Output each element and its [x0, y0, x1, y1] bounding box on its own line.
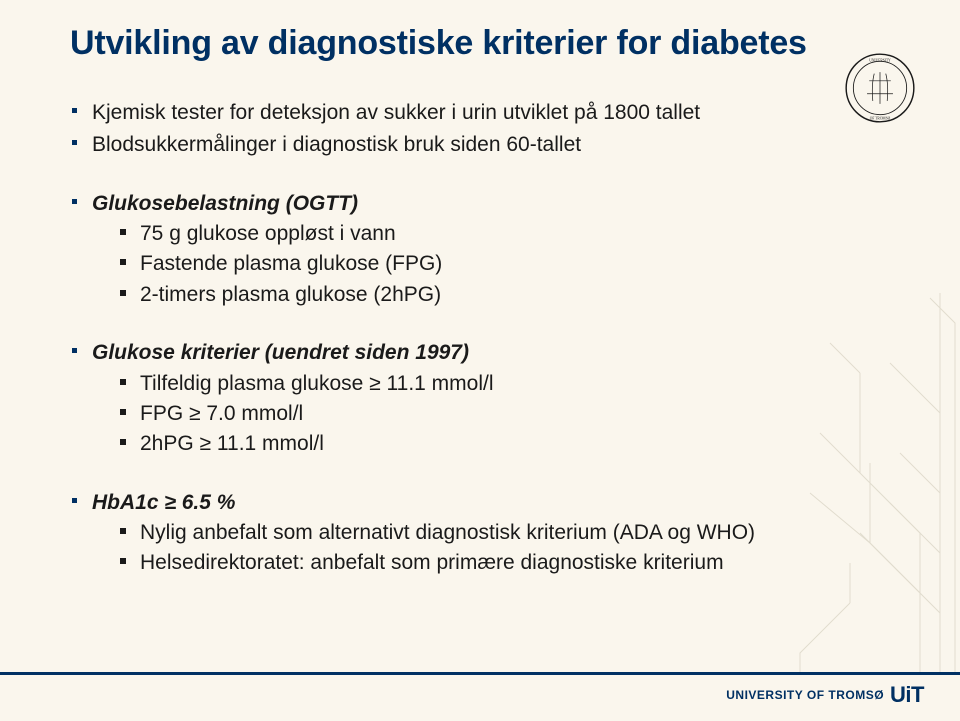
sub-text: Nylig anbefalt som alternativt diagnosti…	[140, 521, 755, 544]
list-item: Kjemisk tester for deteksjon av sukker i…	[70, 99, 890, 127]
list-item: Blodsukkermålinger i diagnostisk bruk si…	[70, 131, 890, 159]
sub-item: FPG ≥ 7.0 mmol/l	[118, 400, 890, 428]
sub-item: Helsedirektoratet: anbefalt som primære …	[118, 549, 890, 577]
sub-list: 75 g glukose oppløst i vann Fastende pla…	[92, 220, 890, 309]
spacer	[70, 313, 890, 335]
sub-item: 2-timers plasma glukose (2hPG)	[118, 281, 890, 309]
bullet-icon	[120, 558, 126, 564]
list-item: HbA1c ≥ 6.5 % Nylig anbefalt som alterna…	[70, 489, 890, 578]
item-text: Blodsukkermålinger i diagnostisk bruk si…	[92, 133, 581, 156]
bullet-icon	[120, 259, 126, 265]
sub-list: Nylig anbefalt som alternativt diagnosti…	[92, 519, 890, 578]
bullet-icon	[72, 498, 77, 503]
sub-item: 75 g glukose oppløst i vann	[118, 220, 890, 248]
item-text: Kjemisk tester for deteksjon av sukker i…	[92, 101, 700, 124]
sub-text: 75 g glukose oppløst i vann	[140, 222, 396, 245]
sub-text: Fastende plasma glukose (FPG)	[140, 252, 442, 275]
slide-content: Kjemisk tester for deteksjon av sukker i…	[70, 99, 890, 577]
bullet-icon	[120, 229, 126, 235]
spacer	[70, 164, 890, 186]
item-heading: Glukosebelastning (OGTT)	[92, 192, 358, 215]
slide: Utvikling av diagnostiske kriterier for …	[0, 0, 960, 721]
sub-text: 2-timers plasma glukose (2hPG)	[140, 283, 441, 306]
sub-list: Tilfeldig plasma glukose ≥ 11.1 mmol/l F…	[92, 370, 890, 459]
university-seal-icon: UNIVERSITY OF TROMSØ	[844, 52, 916, 124]
sub-item: Fastende plasma glukose (FPG)	[118, 250, 890, 278]
bullet-icon	[120, 290, 126, 296]
list-item: Glukose kriterier (uendret siden 1997) T…	[70, 339, 890, 458]
bullet-list: Kjemisk tester for deteksjon av sukker i…	[70, 99, 890, 577]
svg-text:OF TROMSØ: OF TROMSØ	[870, 117, 891, 121]
sub-item: Tilfeldig plasma glukose ≥ 11.1 mmol/l	[118, 370, 890, 398]
footer-university-text: UNIVERSITY OF TROMSØ	[726, 688, 884, 702]
sub-text: Helsedirektoratet: anbefalt som primære …	[140, 551, 724, 574]
list-item: Glukosebelastning (OGTT) 75 g glukose op…	[70, 190, 890, 309]
sub-text: FPG ≥ 7.0 mmol/l	[140, 402, 303, 425]
spacer	[70, 463, 890, 485]
sub-text: 2hPG ≥ 11.1 mmol/l	[140, 432, 324, 455]
bullet-icon	[120, 528, 126, 534]
sub-text: Tilfeldig plasma glukose ≥ 11.1 mmol/l	[140, 372, 494, 395]
item-heading: Glukose kriterier (uendret siden 1997)	[92, 341, 469, 364]
sub-item: 2hPG ≥ 11.1 mmol/l	[118, 430, 890, 458]
bullet-icon	[120, 409, 126, 415]
footer-uit-text: UiT	[890, 682, 924, 708]
bullet-icon	[72, 140, 77, 145]
item-heading: HbA1c ≥ 6.5 %	[92, 491, 235, 514]
footer-divider	[0, 672, 960, 675]
bullet-icon	[120, 439, 126, 445]
footer-logo: UNIVERSITY OF TROMSØ UiT	[726, 681, 924, 709]
slide-title: Utvikling av diagnostiske kriterier for …	[70, 24, 890, 63]
sub-item: Nylig anbefalt som alternativt diagnosti…	[118, 519, 890, 547]
bullet-icon	[72, 348, 77, 353]
bullet-icon	[72, 108, 77, 113]
svg-text:UNIVERSITY: UNIVERSITY	[869, 58, 891, 62]
bullet-icon	[120, 379, 126, 385]
bullet-icon	[72, 199, 77, 204]
